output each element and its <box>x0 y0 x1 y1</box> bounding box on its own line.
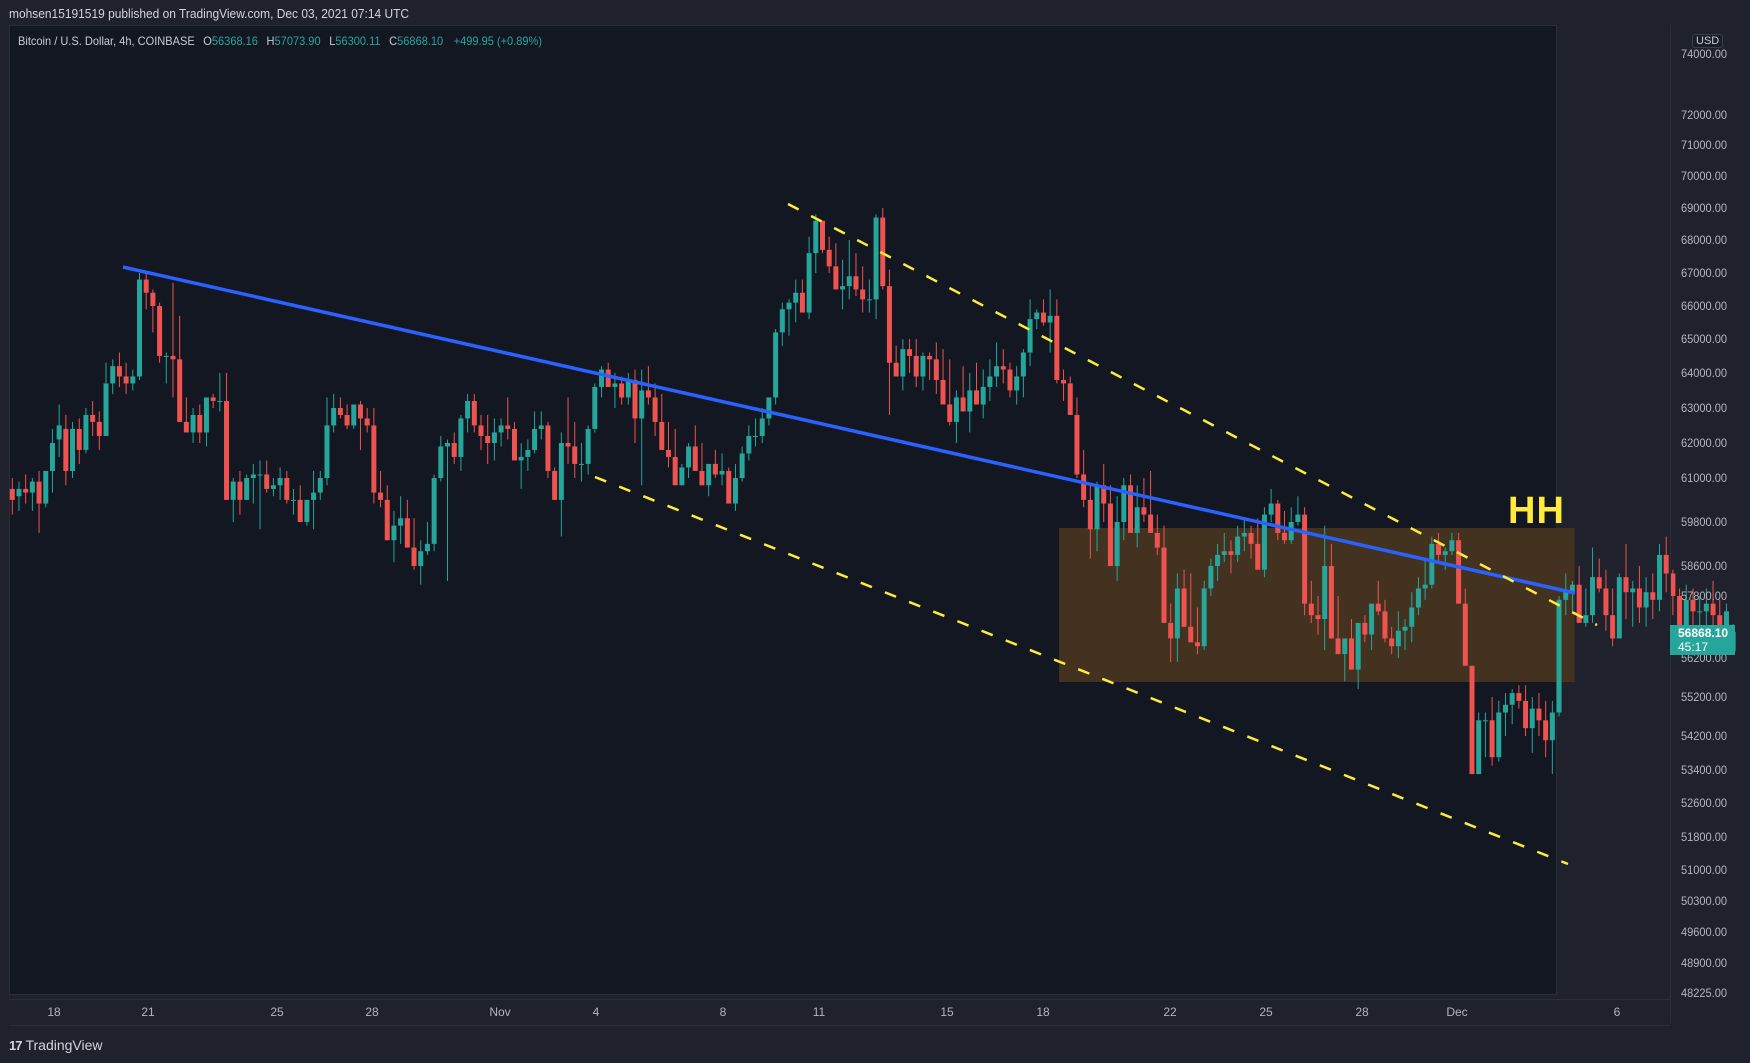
price-tick: 67000.00 <box>1681 266 1728 280</box>
time-axis-bottom-border <box>9 1025 1670 1026</box>
symbol-legend: Bitcoin / U.S. Dollar, 4h, COINBASE O563… <box>18 34 542 48</box>
price-tick: 49600.00 <box>1681 925 1728 939</box>
price-tick: 58600.00 <box>1681 559 1728 573</box>
symbol-name: Bitcoin / U.S. Dollar, 4h, COINBASE <box>18 34 195 48</box>
tradingview-logo-icon: 17 <box>9 1037 23 1053</box>
range-rectangle[interactable] <box>1059 528 1575 682</box>
lower-channel-line[interactable] <box>594 475 1569 866</box>
price-tick: 66000.00 <box>1681 299 1728 313</box>
time-tick: 25 <box>1259 1005 1273 1019</box>
time-tick: 18 <box>47 1005 61 1019</box>
price-tick: 70000.00 <box>1681 169 1728 183</box>
price-tick: 54200.00 <box>1681 729 1728 743</box>
price-tick: 72000.00 <box>1681 108 1728 122</box>
price-tick: 51000.00 <box>1681 863 1728 877</box>
tradingview-logo[interactable]: 17 TradingView <box>9 1037 103 1053</box>
time-tick: Nov <box>489 1005 511 1019</box>
chart-frame <box>9 25 1557 995</box>
price-tick: 74000.00 <box>1681 47 1728 61</box>
time-tick: 8 <box>719 1005 727 1019</box>
price-tick: 50300.00 <box>1681 894 1728 908</box>
last-price-value: 56868.10 <box>1678 626 1729 640</box>
time-tick: 11 <box>812 1005 826 1019</box>
close-label: C <box>389 34 398 48</box>
price-tick: 57800.00 <box>1681 589 1728 603</box>
time-tick: 18 <box>1036 1005 1050 1019</box>
price-axis-divider <box>1670 25 1671 1023</box>
publication-header: mohsen15191519 published on TradingView.… <box>9 6 410 21</box>
low-value: 56300.11 <box>335 34 381 48</box>
hh-annotation[interactable]: HH <box>1508 490 1565 532</box>
price-tick: 61000.00 <box>1681 471 1728 485</box>
price-tick: 48900.00 <box>1681 956 1728 970</box>
time-tick: 28 <box>365 1005 379 1019</box>
tradingview-brand-text: TradingView <box>25 1037 103 1053</box>
time-tick: 25 <box>270 1005 284 1019</box>
bar-countdown: 45:17 <box>1678 640 1709 654</box>
price-tick: 69000.00 <box>1681 201 1728 215</box>
open-value: 56368.16 <box>211 34 258 48</box>
candlestick-series <box>9 208 1736 775</box>
currency-badge[interactable]: USD <box>1692 34 1724 48</box>
time-tick: 22 <box>1163 1005 1177 1019</box>
descending-trendline[interactable] <box>122 265 1576 595</box>
low-label: L <box>329 34 336 48</box>
price-tick: 52600.00 <box>1681 796 1728 810</box>
range-box[interactable] <box>1059 528 1575 682</box>
time-tick: 6 <box>1613 1005 1621 1019</box>
price-tick: 68000.00 <box>1681 233 1728 247</box>
price-tick: 53400.00 <box>1681 763 1728 777</box>
high-label: H <box>266 34 275 48</box>
upper-channel-line[interactable] <box>787 202 1598 627</box>
time-tick: 4 <box>592 1005 600 1019</box>
price-tick: 48225.00 <box>1681 986 1728 1000</box>
price-tick: 65000.00 <box>1681 332 1728 346</box>
close-value: 56868.10 <box>397 34 444 48</box>
time-tick: 21 <box>141 1005 155 1019</box>
time-axis-divider <box>9 999 1670 1000</box>
price-tick: 64000.00 <box>1681 366 1728 380</box>
price-tick: 63000.00 <box>1681 401 1728 415</box>
time-tick: Dec <box>1446 1005 1468 1019</box>
price-tick: 71000.00 <box>1681 138 1728 152</box>
price-tick: 62000.00 <box>1681 436 1728 450</box>
time-tick: 15 <box>940 1005 954 1019</box>
high-value: 57073.90 <box>274 34 321 48</box>
time-tick: 28 <box>1355 1005 1369 1019</box>
open-label: O <box>203 34 212 48</box>
last-price-label: 56868.10 45:17 <box>1670 625 1735 655</box>
price-tick: 55200.00 <box>1681 690 1728 704</box>
price-tick: 59800.00 <box>1681 515 1728 529</box>
price-tick: 51800.00 <box>1681 830 1728 844</box>
change-value: +499.95 (+0.89%) <box>453 34 543 48</box>
